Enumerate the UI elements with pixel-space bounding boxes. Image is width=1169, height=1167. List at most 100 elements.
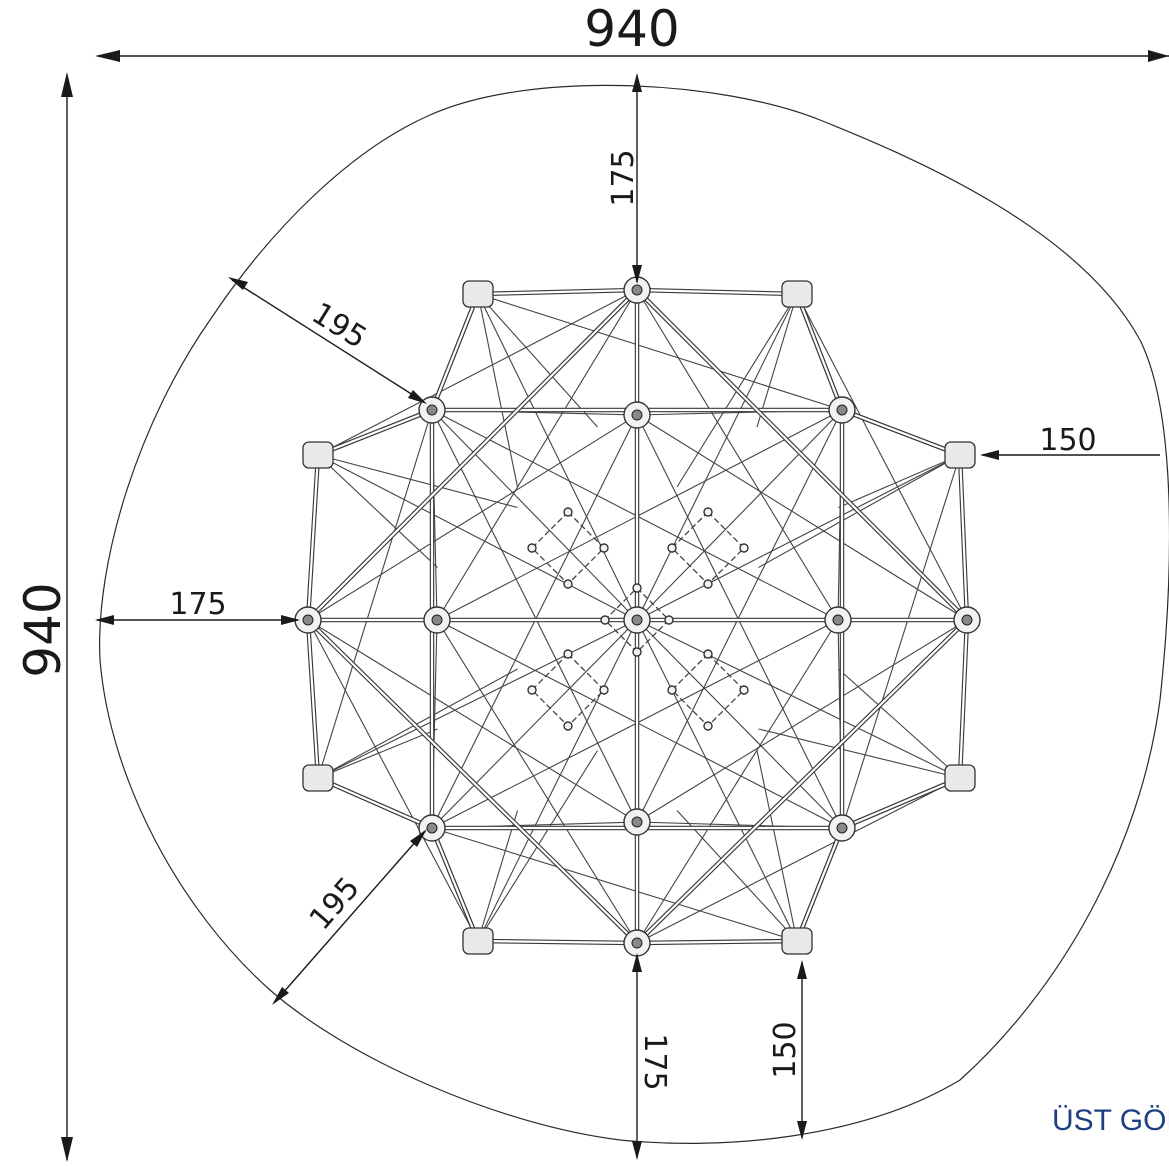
net-rope-anchor-mid-a-6 (317, 668, 518, 779)
foot-plate-6 (302, 764, 334, 792)
net-rope-anchor-1 (636, 293, 798, 621)
frame-ring-tube-5-core (958, 618, 969, 780)
net-module-tl-clip-3 (527, 543, 537, 553)
net-module-br-clip-2 (703, 721, 713, 731)
net-rope-anchor-mid-b-3 (758, 728, 961, 779)
connector-node-core-9 (631, 816, 643, 828)
net-module-br-clip-3 (667, 685, 677, 695)
net-rope-anchor-5 (477, 619, 638, 942)
net-rope-anchor-mid-b-4 (676, 810, 798, 942)
net-rope-down-6 (307, 619, 638, 823)
foot-plate-7 (302, 441, 334, 469)
frame-ring-tube-9-core (476, 939, 639, 945)
net-module-tl-clip-0 (563, 507, 573, 517)
net-rope-spoke-1 (636, 409, 843, 621)
connector-node-core-4 (426, 404, 438, 416)
bottom-right-clearance-dimension (797, 960, 807, 1140)
overall-width-label: 940 (584, 0, 679, 58)
net-rope-anchor-mid-a-0 (477, 293, 598, 428)
net-rope-spoke-3 (636, 619, 843, 829)
net-rope-anchor-mid-b-7 (317, 454, 438, 568)
right-clearance-dimension (980, 450, 1160, 460)
foot-plate-0 (462, 280, 494, 308)
net-rope-anchor-mid-b-5 (477, 810, 519, 942)
frame-ring-tube-0-core (476, 288, 639, 296)
connector-node-core-2 (302, 614, 314, 626)
net-module-center-clip-1 (664, 615, 674, 625)
frame-diamond-tl-core (306, 288, 639, 622)
frame-anchor-rt-core (840, 408, 962, 457)
net-module-br-clip-1 (739, 685, 749, 695)
net-rope-up-6 (307, 414, 638, 621)
bottom-right-clearance-label: 150 (768, 1021, 803, 1078)
lower-left-diagonal-label: 195 (303, 871, 367, 937)
connector-node-core-6 (426, 822, 438, 834)
connector-node-core-7 (836, 822, 848, 834)
net-rope-anchor-7 (317, 454, 638, 621)
net-module-tr-clip-1 (739, 543, 749, 553)
net-rope-down-7 (431, 409, 638, 823)
net-module-tr-clip-0 (703, 507, 713, 517)
connector-node-core-10 (431, 614, 443, 626)
net-module-bl-clip-3 (527, 685, 537, 695)
safety-zone-boundary (99, 84, 1169, 1144)
net-rope-left-0 (436, 289, 638, 621)
net-rope-left-1 (436, 409, 843, 621)
net-rope-anchor-link-a-7 (317, 289, 638, 456)
net-rope-right-0 (636, 289, 839, 621)
net-rope-right-4 (636, 619, 839, 944)
frame-anchor-bl-core (430, 826, 480, 943)
left-clearance-dimension (95, 615, 300, 625)
bottom-clearance-label: 175 (637, 1033, 672, 1090)
net-rope-anchor-mid-a-4 (756, 750, 798, 942)
connector-node-core-12 (631, 614, 643, 626)
net-module-tl-clip-2 (563, 579, 573, 589)
net-module-tr-clip-3 (667, 543, 677, 553)
frame-diamond-bl-core (306, 618, 639, 945)
frame-ring-tube-13-core (306, 453, 320, 622)
net-rope-anchor-6 (317, 619, 638, 779)
foot-plate-4 (781, 927, 813, 955)
connector-node-core-0 (631, 284, 643, 296)
net-rope-anchor-mid-b-6 (317, 728, 438, 779)
net-rope-anchor-2 (636, 454, 961, 621)
net-rope-anchor-link-a-4 (431, 827, 798, 942)
net-module-bl-clip-1 (599, 685, 609, 695)
frame-ring-tube-8-core (635, 939, 799, 945)
foot-plate-5 (462, 927, 494, 955)
upper-left-diagonal-dimension (228, 277, 427, 404)
overall-height-dimension (61, 72, 73, 1162)
frame-anchor-br-core (795, 826, 844, 943)
climbing-frame (294, 276, 981, 957)
net-rope-anchor-4 (636, 619, 798, 942)
net-rope-anchor-mid-a-2 (838, 454, 961, 509)
net-module-center-clip-3 (600, 615, 610, 625)
overall-height-label: 940 (14, 582, 72, 677)
frame-ring-tube-4-core (958, 453, 969, 622)
net-rope-left-4 (436, 619, 638, 944)
lower-left-diagonal-dimension (272, 829, 427, 1005)
left-clearance-label: 175 (169, 587, 226, 622)
net-module-br-clip-0 (703, 649, 713, 659)
right-clearance-label: 150 (1039, 423, 1096, 458)
overall-width-dimension (95, 50, 1169, 62)
net-rope-anchor-mid-a-3 (838, 668, 961, 779)
frame-diamond-tr-core (635, 288, 969, 622)
connector-node-core-5 (836, 404, 848, 416)
net-rope-down-2 (636, 619, 968, 823)
net-rope-anchor-link-a-5 (307, 619, 479, 942)
top-clearance-dimension (632, 73, 642, 284)
connector-node-core-3 (961, 614, 973, 626)
net-rope-left-3 (436, 619, 843, 829)
net-module-center-clip-0 (632, 583, 642, 593)
frame-anchor-lt-core (316, 408, 434, 457)
connector-node-core-11 (832, 614, 844, 626)
frame-anchor-tr-core (795, 292, 844, 412)
connector-node-core-8 (631, 409, 643, 421)
net-rope-anchor-link-a-1 (796, 293, 968, 621)
view-label: ÜST GÖRÜNÜŞ (1052, 1104, 1169, 1137)
frame-anchor-lb-core (316, 776, 434, 830)
net-module-center-clip-2 (632, 647, 642, 657)
frame-anchor-tl-core (430, 292, 480, 412)
